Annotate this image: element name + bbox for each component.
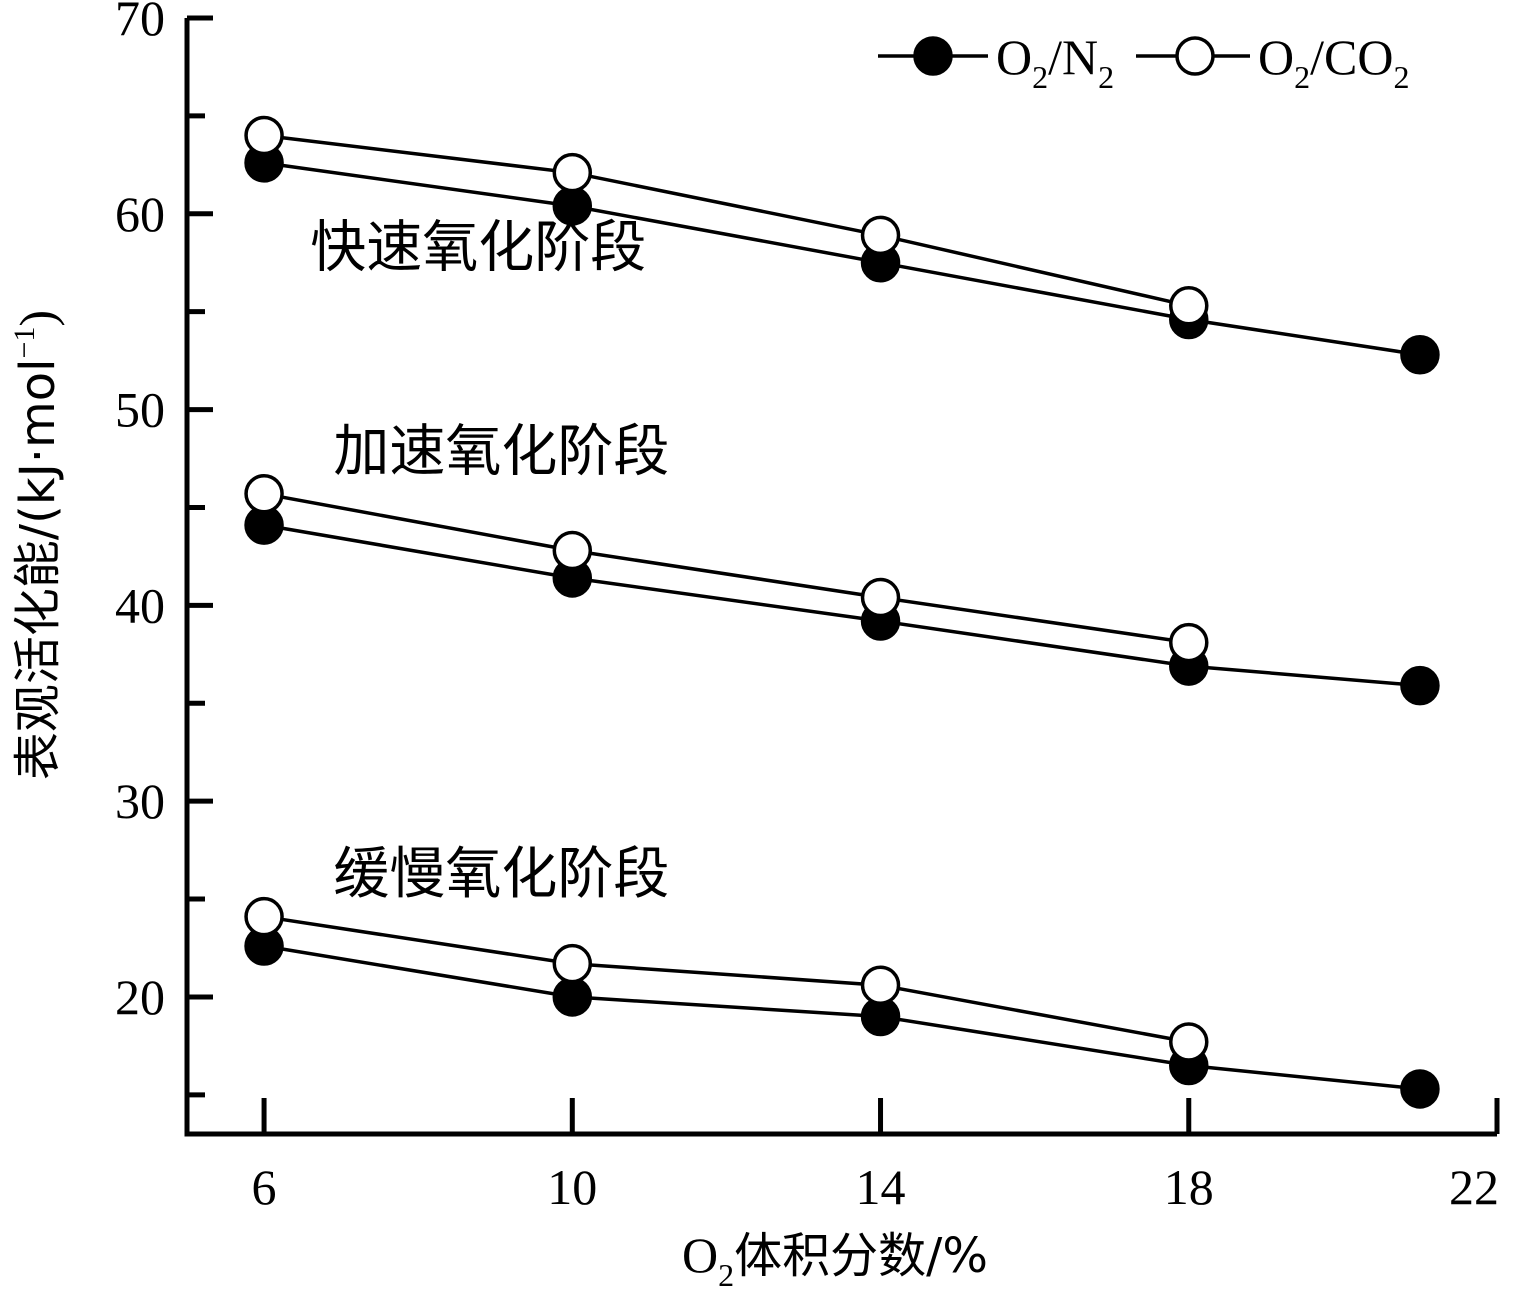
- stage-label: 加速氧化阶段: [333, 419, 669, 484]
- open-data-point: [1169, 286, 1209, 326]
- y-axis-title: 表观活化能/(kJ·mol−1): [8, 310, 66, 780]
- filled-data-point: [1400, 1069, 1440, 1109]
- open-data-point: [244, 896, 284, 937]
- axis-titles: O2体积分数/% 表观活化能/(kJ·mol−1): [8, 310, 988, 1292]
- axis-frame: [184, 18, 1497, 1137]
- series-line: [263, 914, 1190, 1044]
- open-data-point: [244, 474, 284, 514]
- open-data-point: [860, 215, 901, 256]
- x-tick-label: 14: [856, 1159, 906, 1215]
- legend-label: O2/CO2: [1258, 29, 1409, 95]
- y-tick-label: 70: [115, 0, 165, 46]
- open-data-point: [552, 152, 593, 193]
- open-data-point: [1169, 1022, 1209, 1062]
- x-tick-label: 6: [252, 1159, 277, 1215]
- legend-filled-marker: [913, 36, 953, 76]
- series-markers: [244, 115, 1440, 1109]
- series-line: [263, 133, 1190, 308]
- open-data-point: [552, 530, 593, 571]
- open-data-point: [1169, 622, 1209, 663]
- series-line: [263, 492, 1190, 645]
- open-data-point: [552, 943, 593, 984]
- tick-labels: 20 30 40 50 60 70 6 10 14 18 22: [115, 0, 1499, 1215]
- x-tick-label: 18: [1164, 1159, 1214, 1215]
- y-tick-label: 40: [115, 577, 165, 633]
- y-tick-label: 60: [115, 186, 165, 242]
- series-line: [263, 523, 1421, 688]
- legend: O2/N2 O2/CO2: [878, 29, 1409, 95]
- open-data-point: [860, 965, 901, 1005]
- y-tick-label: 20: [115, 969, 165, 1025]
- y-tick-label: 30: [115, 773, 165, 829]
- filled-data-point: [1400, 665, 1440, 706]
- x-tick-label: 22: [1449, 1159, 1499, 1215]
- series-line: [263, 944, 1421, 1091]
- stage-label: 快速氧化阶段: [310, 216, 646, 281]
- x-tick-label: 10: [547, 1159, 597, 1215]
- axes: [184, 15, 1500, 1137]
- legend-label: O2/N2: [996, 29, 1114, 95]
- open-data-point: [860, 577, 901, 618]
- stage-label: 缓慢氧化阶段: [333, 842, 669, 907]
- filled-data-point: [552, 977, 593, 1017]
- x-axis-title: O2体积分数/%: [682, 1227, 988, 1292]
- open-data-point: [244, 115, 284, 156]
- filled-data-point: [1400, 335, 1440, 375]
- y-tick-label: 50: [115, 382, 165, 438]
- legend-open-marker: [1175, 36, 1215, 76]
